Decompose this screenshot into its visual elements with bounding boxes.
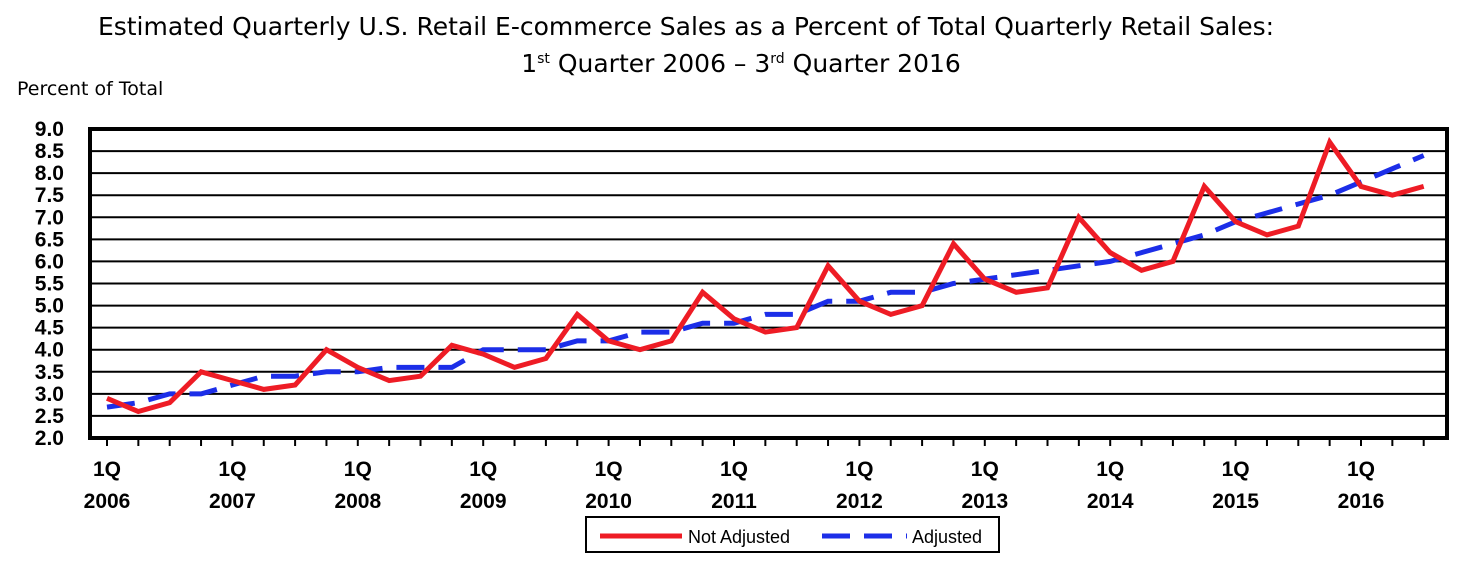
legend: Not Adjusted Adjusted <box>585 516 1000 553</box>
y-tick-label: 4.5 <box>35 317 65 340</box>
series-lines <box>106 136 1425 415</box>
y-tick-label: 8.5 <box>35 140 65 163</box>
chart-title-line1: Estimated Quarterly U.S. Retail E-commer… <box>97 12 1275 41</box>
title-end-number: 3 <box>754 49 771 78</box>
x-tick-year: 2006 <box>84 490 131 513</box>
title-middle-text: Quarter 2006 – <box>549 49 755 78</box>
x-tick-year: 2008 <box>334 490 381 513</box>
series-line-not-adjusted <box>106 136 1425 415</box>
y-tick-label: 2.5 <box>35 405 65 428</box>
x-tick-year: 2009 <box>460 490 507 513</box>
x-tick-quarter: 1Q <box>845 458 873 481</box>
y-tick-label: 4.0 <box>35 339 64 362</box>
x-tick-labels: 1Q 2006 1Q 2007 1Q 2008 1Q 2009 1Q 2010 1Q 2011 1Q 20… <box>84 438 1425 513</box>
x-tick-year: 2007 <box>209 490 256 513</box>
x-tick-quarter: 1Q <box>595 458 623 481</box>
y-tick-label: 5.5 <box>35 273 65 296</box>
x-tick-year: 2013 <box>961 490 1008 513</box>
title-start-number: 1 <box>521 49 538 78</box>
y-tick-label: 7.5 <box>35 184 65 207</box>
y-tick-label: 3.0 <box>35 383 64 406</box>
title-end-ordinal: rd <box>770 51 785 67</box>
grid-lines <box>90 128 1447 439</box>
y-tick-label: 6.5 <box>35 228 65 251</box>
legend-label-not-adjusted: Not Adjusted <box>688 527 790 547</box>
x-tick-year: 2010 <box>585 490 632 513</box>
title-end-text: Quarter 2016 <box>784 49 961 78</box>
x-tick-year: 2011 <box>711 490 757 513</box>
y-tick-label: 8.0 <box>35 162 64 185</box>
x-tick-quarter: 1Q <box>344 458 372 481</box>
y-tick-label: 2.0 <box>35 427 64 450</box>
y-tick-label: 9.0 <box>35 118 64 141</box>
x-tick-quarter: 1Q <box>720 458 748 481</box>
y-tick-labels: 9.08.58.07.57.06.56.05.55.04.54.03.53.02… <box>35 118 65 450</box>
x-tick-quarter: 1Q <box>93 458 121 481</box>
chart-title-line2: 1st Quarter 2006 – 3rd Quarter 2016 <box>0 44 1482 79</box>
x-tick-quarter: 1Q <box>971 458 999 481</box>
y-tick-label: 5.0 <box>35 295 64 318</box>
x-tick-quarter: 1Q <box>1222 458 1250 481</box>
series-line-adjusted <box>106 153 1425 410</box>
plot-area-frame <box>88 127 1449 440</box>
title-start-ordinal: st <box>537 51 550 67</box>
y-axis-label: Percent of Total <box>17 78 164 100</box>
y-tick-label: 6.0 <box>35 250 64 273</box>
x-tick-quarter: 1Q <box>1347 458 1375 481</box>
x-tick-quarter: 1Q <box>218 458 246 481</box>
x-tick-year: 2014 <box>1087 490 1134 513</box>
x-tick-quarter: 1Q <box>469 458 497 481</box>
y-tick-label: 3.5 <box>35 361 65 384</box>
x-tick-quarter: 1Q <box>1096 458 1124 481</box>
x-tick-year: 2012 <box>836 490 883 513</box>
x-tick-year: 2015 <box>1212 490 1259 513</box>
legend-label-adjusted: Adjusted <box>912 527 982 547</box>
y-tick-label: 7.0 <box>35 206 64 229</box>
x-tick-year: 2016 <box>1338 490 1385 513</box>
